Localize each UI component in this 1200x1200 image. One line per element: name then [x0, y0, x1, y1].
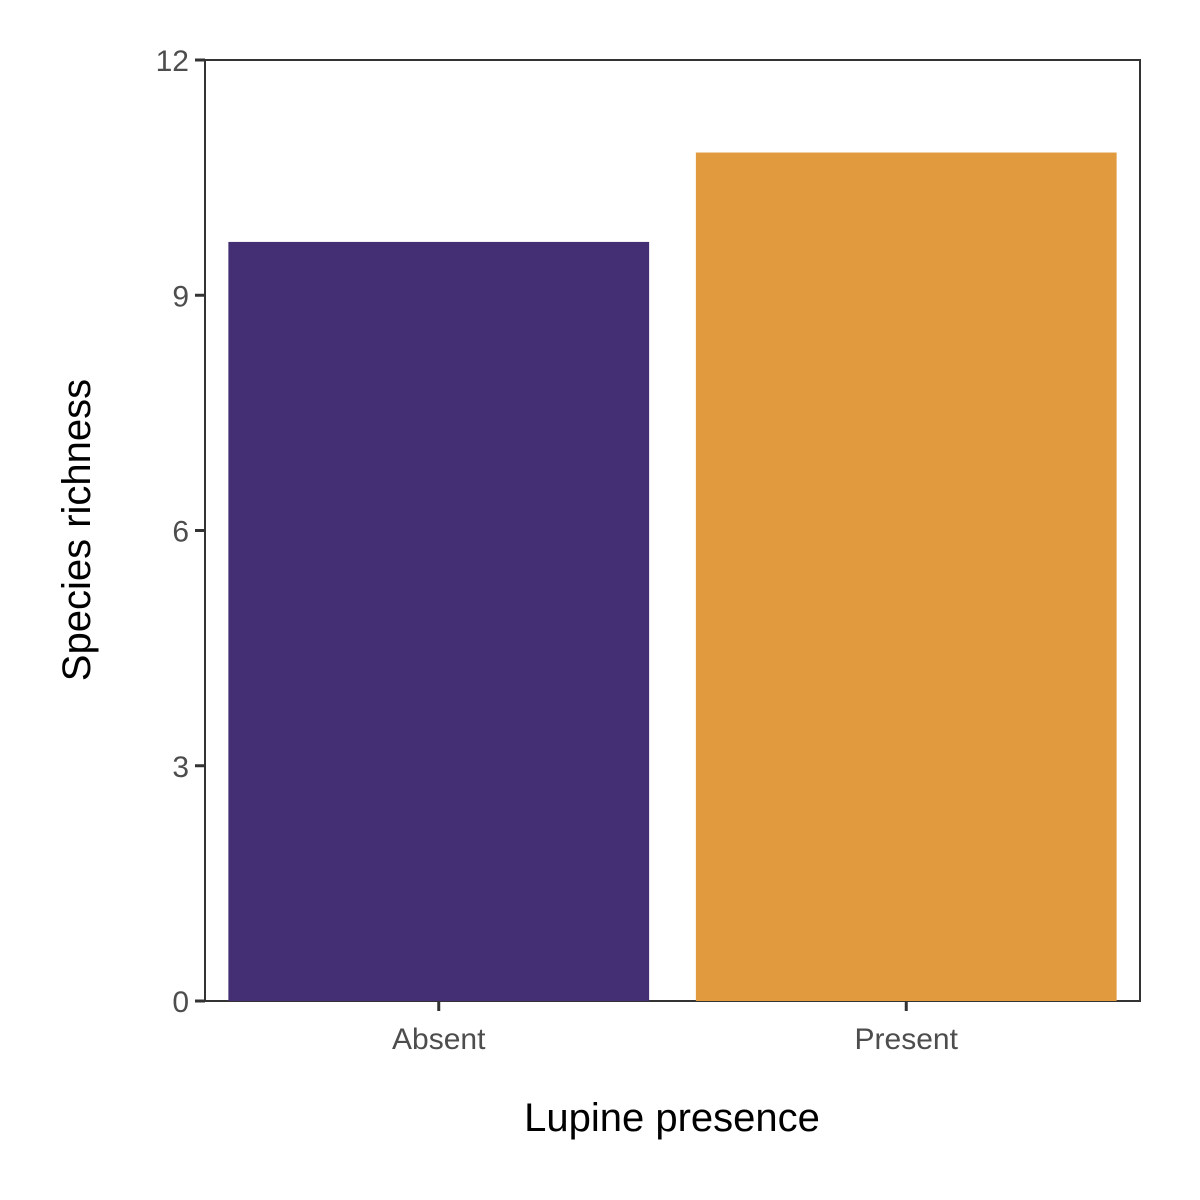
bar-absent	[228, 241, 650, 1002]
y-tick-label-9: 9	[172, 280, 189, 313]
y-tick-label-12: 12	[156, 45, 189, 78]
x-axis-title: Lupine presence	[524, 1096, 820, 1140]
y-axis-title: Species richness	[55, 379, 99, 681]
bar-present	[695, 152, 1117, 1001]
y-axis: 0 3 6 9 12	[156, 45, 205, 1019]
x-axis: Absent Present	[392, 1001, 959, 1056]
y-tick-label-3: 3	[172, 751, 189, 784]
x-tick-label-absent: Absent	[392, 1023, 486, 1056]
bars-layer	[228, 152, 1117, 1002]
y-tick-label-0: 0	[172, 986, 189, 1019]
x-tick-label-present: Present	[855, 1023, 959, 1056]
y-tick-label-6: 6	[172, 516, 189, 549]
